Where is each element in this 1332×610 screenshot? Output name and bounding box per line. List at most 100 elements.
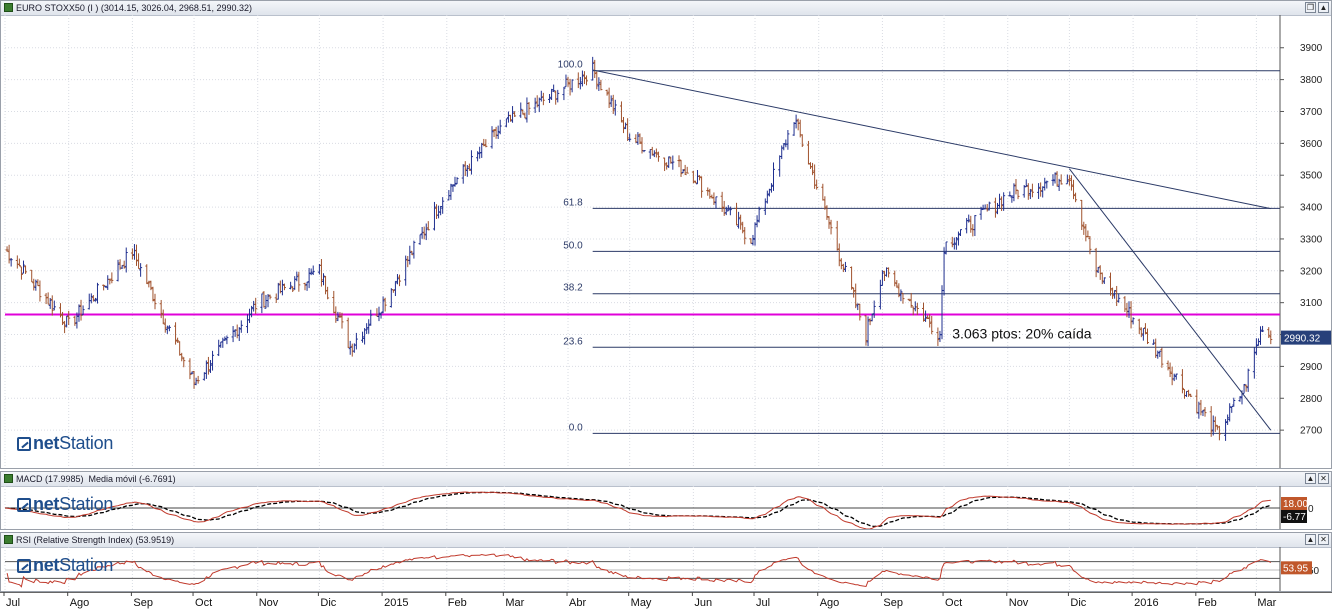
price-bar — [909, 292, 913, 308]
price-bar — [554, 90, 558, 105]
price-bar — [410, 250, 414, 256]
macd-panel[interactable]: MACD (17.9985) Media móvil (-6.7691) ▲ ✕… — [0, 471, 1332, 530]
price-bar — [638, 133, 642, 145]
price-bar — [698, 175, 702, 181]
price-bar — [1088, 236, 1092, 255]
price-bar — [453, 176, 457, 187]
price-bar — [1012, 183, 1016, 202]
fibonacci-label: 100.0 — [558, 60, 583, 71]
price-bar — [139, 263, 143, 277]
price-bar — [245, 314, 249, 334]
price-bar — [576, 72, 580, 89]
price-bar — [1041, 186, 1045, 198]
price-bar — [190, 371, 194, 375]
price-bar — [854, 283, 858, 309]
price-bar — [149, 280, 153, 291]
price-bar — [1080, 199, 1084, 231]
price-bar — [895, 280, 899, 288]
scroll-up-button[interactable]: ▲ — [1318, 2, 1329, 13]
price-bar — [1010, 195, 1014, 203]
price-bar — [706, 187, 710, 196]
price-bar — [159, 299, 163, 319]
price-bar — [693, 180, 697, 184]
x-tick-label: Sep — [133, 597, 153, 609]
price-bar — [1127, 301, 1131, 318]
price-bar — [424, 223, 428, 241]
price-chart[interactable]: 2700280029003000310032003300340035003600… — [1, 15, 1331, 468]
price-bar — [772, 162, 776, 191]
price-bar — [1084, 224, 1088, 242]
price-bar — [449, 183, 453, 200]
price-bar — [636, 132, 640, 145]
price-bar — [726, 205, 730, 212]
price-bar — [527, 101, 531, 115]
trendline — [592, 69, 1271, 210]
price-bar — [650, 146, 654, 156]
price-bar — [239, 320, 243, 333]
price-bar — [1145, 328, 1149, 345]
price-bar — [30, 269, 34, 283]
price-bar — [15, 255, 19, 269]
macd-panel-titlebar: MACD (17.9985) Media móvil (-6.7691) ▲ ✕ — [1, 472, 1331, 487]
price-bar — [465, 164, 469, 177]
price-bar — [32, 278, 36, 291]
y-tick-label: 2900 — [1300, 362, 1323, 373]
price-bar — [46, 292, 50, 305]
price-bar — [196, 375, 200, 384]
price-bar — [469, 150, 473, 175]
main-price-panel[interactable]: EURO STOXX50 (I ) (3014.15, 3026.04, 296… — [0, 0, 1332, 469]
price-bar — [1113, 290, 1117, 299]
price-bar — [1252, 347, 1256, 379]
y-tick-label: 3500 — [1300, 171, 1323, 182]
price-bar — [1141, 327, 1145, 341]
price-bar — [930, 315, 934, 335]
price-bar — [338, 312, 342, 318]
price-bar — [130, 248, 134, 260]
price-bar — [525, 97, 529, 123]
price-bar — [1269, 330, 1273, 345]
y-tick-label: 3800 — [1300, 75, 1323, 86]
price-bar — [174, 322, 178, 345]
scroll-up-button[interactable]: ▲ — [1305, 534, 1316, 545]
price-bar — [176, 337, 180, 343]
price-bar — [1195, 389, 1199, 414]
price-bar — [439, 205, 443, 216]
fibonacci-label: 61.8 — [563, 197, 583, 208]
price-bar — [1059, 174, 1063, 185]
price-bar — [825, 205, 829, 220]
macd-value-badge — [1281, 497, 1307, 510]
main-panel-titlebar: EURO STOXX50 (I ) (3014.15, 3026.04, 296… — [1, 1, 1331, 16]
price-bar — [562, 86, 566, 101]
close-button[interactable]: ✕ — [1318, 473, 1329, 484]
fibonacci-label: 38.2 — [563, 283, 583, 294]
price-bar — [597, 77, 601, 91]
price-bar — [311, 265, 315, 275]
price-bar — [1129, 301, 1133, 329]
price-bar — [369, 309, 373, 326]
price-bar — [755, 215, 759, 228]
price-bar — [878, 279, 882, 310]
price-bar — [901, 292, 905, 304]
y-tick-label: 2800 — [1300, 394, 1323, 405]
macd-value-label: 18.00 — [1283, 499, 1308, 510]
price-bar — [38, 280, 42, 302]
restore-button[interactable]: ❐ — [1305, 2, 1316, 13]
price-bar — [447, 190, 451, 201]
price-bar — [1170, 366, 1174, 386]
price-bar — [77, 304, 81, 322]
price-bar — [1000, 196, 1004, 212]
close-button[interactable]: ✕ — [1318, 534, 1329, 545]
price-bar — [570, 79, 574, 93]
macd-chart[interactable]: 018.00 -6.77 — [1, 486, 1331, 529]
price-bar — [769, 183, 773, 193]
price-bar — [786, 129, 790, 150]
rsi-panel[interactable]: RSI (Relative Strength Index) (53.9519) … — [0, 532, 1332, 592]
price-bar — [116, 259, 120, 282]
price-bar — [792, 122, 796, 136]
price-bar — [1244, 384, 1248, 392]
price-bar — [95, 282, 99, 304]
price-bar — [303, 282, 307, 291]
price-bar — [548, 94, 552, 103]
scroll-up-button[interactable]: ▲ — [1305, 473, 1316, 484]
